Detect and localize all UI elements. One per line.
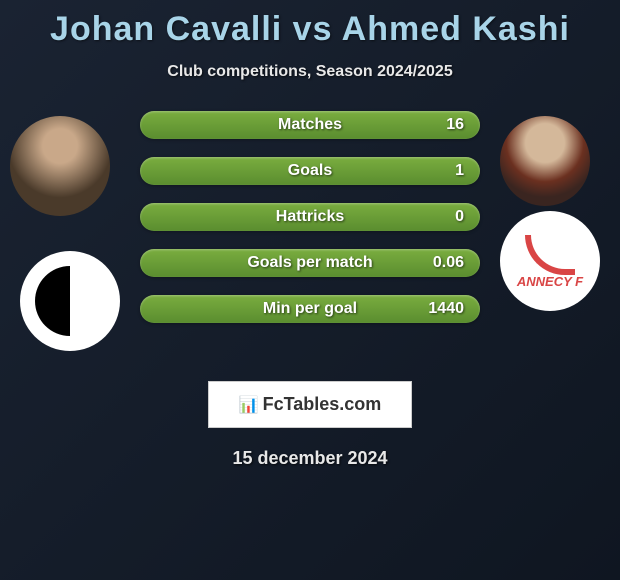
date-text: 15 december 2024 [0, 448, 620, 469]
stat-value: 1440 [428, 300, 464, 318]
comparison-content: ANNECY F Matches 16 Goals 1 Hattricks 0 … [0, 111, 620, 371]
club-right-badge: ANNECY F [500, 211, 600, 311]
stat-row: Goals per match 0.06 [140, 249, 480, 277]
stat-value: 16 [446, 116, 464, 134]
stat-value: 0 [455, 208, 464, 226]
club-right-text: ANNECY F [517, 274, 583, 289]
subtitle: Club competitions, Season 2024/2025 [0, 63, 620, 81]
stat-row: Matches 16 [140, 111, 480, 139]
stat-label: Min per goal [263, 300, 357, 318]
stat-label: Matches [278, 116, 342, 134]
page-title: Johan Cavalli vs Ahmed Kashi [0, 0, 620, 49]
club-left-badge [20, 251, 120, 351]
stat-bars: Matches 16 Goals 1 Hattricks 0 Goals per… [140, 111, 480, 323]
stat-bar: Goals 1 [140, 157, 480, 185]
stat-bar: Hattricks 0 [140, 203, 480, 231]
stat-bar: Min per goal 1440 [140, 295, 480, 323]
branding-box: 📊FcTables.com [208, 381, 413, 428]
stat-row: Min per goal 1440 [140, 295, 480, 323]
stat-label: Hattricks [276, 208, 344, 226]
stat-row: Goals 1 [140, 157, 480, 185]
stat-bar: Matches 16 [140, 111, 480, 139]
chart-icon: 📊 [239, 395, 259, 415]
stat-row: Hattricks 0 [140, 203, 480, 231]
stat-label: Goals per match [247, 254, 372, 272]
stat-label: Goals [288, 162, 332, 180]
stat-value: 0.06 [433, 254, 464, 272]
club-right-icon: ANNECY F [517, 235, 583, 288]
stat-value: 1 [455, 162, 464, 180]
stat-bar: Goals per match 0.06 [140, 249, 480, 277]
player-right-avatar [500, 116, 590, 206]
branding-text: FcTables.com [263, 394, 382, 414]
player-left-avatar [10, 116, 110, 216]
footer: 📊FcTables.com 15 december 2024 [0, 381, 620, 469]
club-left-icon [35, 266, 105, 336]
